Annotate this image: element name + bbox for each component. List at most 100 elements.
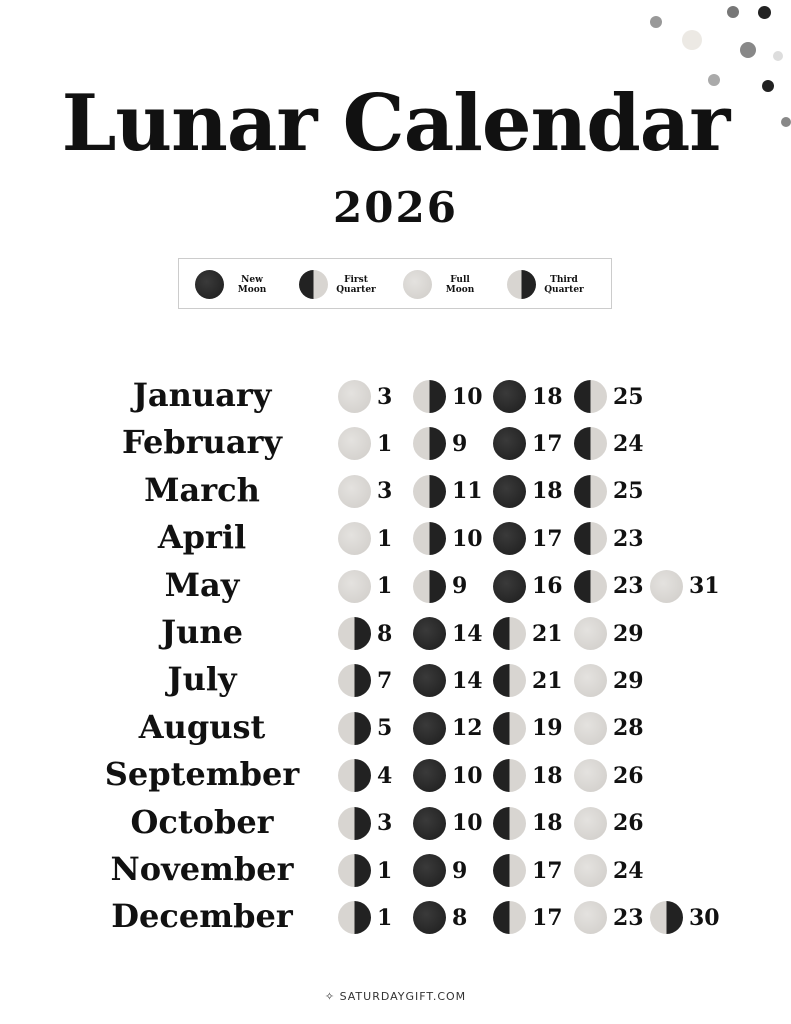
moon-event: 31 (650, 569, 720, 603)
day-number: 23 (613, 573, 644, 600)
moon-event: 10 (413, 380, 483, 413)
full-moon-icon (574, 854, 607, 887)
new-moon-icon (493, 474, 526, 508)
month-name: March (144, 470, 260, 509)
moon-event: 1 (338, 427, 392, 461)
new-moon-icon (413, 664, 446, 698)
full-moon-icon (574, 617, 607, 650)
new-moon-icon (413, 617, 446, 650)
moon-event: 14 (413, 664, 483, 698)
moon-event: 18 (493, 806, 563, 840)
day-number: 3 (377, 478, 393, 505)
third-moon-icon (413, 427, 446, 461)
day-number: 26 (613, 810, 644, 837)
day-number: 18 (532, 383, 563, 410)
month-row: November 1 9 17 24 (0, 850, 791, 890)
new-moon-icon (493, 427, 526, 461)
day-number: 26 (613, 762, 644, 789)
day-number: 17 (532, 904, 563, 931)
moon-event: 23 (574, 569, 644, 603)
month-name: December (111, 897, 293, 936)
day-number: 1 (377, 904, 393, 931)
moon-event: 1 (338, 569, 392, 603)
full-moon-icon (338, 427, 371, 461)
moon-event: 3 (338, 806, 392, 840)
third-moon-icon (650, 901, 683, 935)
full-moon-icon (574, 664, 607, 698)
moon-event: 9 (413, 854, 467, 887)
new-moon-icon (413, 711, 446, 745)
moon-event: 29 (574, 617, 644, 650)
third-moon-icon (338, 854, 371, 887)
month-row: July 7 14 21 29 (0, 660, 791, 700)
third-moon-icon (338, 664, 371, 698)
moon-event: 30 (650, 901, 720, 935)
moon-event: 4 (338, 759, 392, 793)
moon-event: 8 (338, 617, 392, 650)
decor-dot (757, 5, 771, 19)
day-number: 17 (532, 857, 563, 884)
moon-event: 3 (338, 380, 392, 413)
moon-event: 8 (413, 901, 467, 935)
legend: New Moon First Quarter Full Moon Third Quarter (178, 258, 612, 309)
day-number: 23 (613, 525, 644, 552)
day-number: 17 (532, 525, 563, 552)
moon-event: 21 (493, 664, 563, 698)
third-moon-icon (413, 474, 446, 508)
day-number: 21 (532, 667, 563, 694)
moon-event: 24 (574, 854, 644, 887)
day-number: 1 (377, 857, 393, 884)
first-moon-icon (493, 711, 526, 745)
moon-event: 1 (338, 901, 393, 935)
first-moon-icon (574, 474, 607, 508)
first-moon-icon (574, 427, 607, 461)
legend-label: New Moon (237, 274, 267, 295)
month-row: May 1 9 16 23 31 (0, 566, 791, 606)
day-number: 12 (452, 715, 483, 742)
month-row: December 1 8 17 23 30 (0, 897, 791, 937)
first-moon-icon (493, 854, 526, 887)
moon-event: 7 (338, 664, 392, 698)
moon-event: 17 (493, 854, 563, 887)
month-row: August 5 12 19 28 (0, 708, 791, 748)
moon-event: 23 (574, 901, 644, 935)
month-row: January 3 10 18 25 (0, 376, 791, 416)
full-moon-icon (338, 569, 371, 603)
day-number: 10 (452, 810, 483, 837)
day-number: 25 (613, 383, 644, 410)
new-moon-icon (493, 380, 526, 413)
day-number: 16 (532, 573, 563, 600)
day-number: 10 (452, 762, 483, 789)
day-number: 14 (452, 620, 483, 647)
full-moon-icon (574, 901, 607, 935)
decor-dot (650, 16, 662, 28)
moon-event: 5 (338, 711, 392, 745)
day-number: 9 (452, 430, 468, 457)
new-moon-icon (493, 522, 526, 556)
moon-event: 10 (413, 759, 483, 793)
new-moon-icon (413, 901, 446, 935)
month-name: November (110, 850, 294, 888)
moon-event: 26 (574, 806, 644, 840)
moon-event: 11 (413, 474, 483, 508)
full-moon-icon (574, 759, 607, 793)
moon-event: 18 (493, 380, 563, 413)
month-row: September 4 10 18 26 (0, 755, 791, 795)
day-number: 30 (689, 904, 720, 931)
decor-dot (740, 42, 756, 58)
first-moon-icon (493, 617, 526, 650)
day-number: 18 (532, 762, 563, 789)
first-moon-icon (493, 664, 526, 698)
year-heading: 2026 (333, 183, 458, 232)
full-moon-icon (338, 474, 371, 508)
moon-event: 21 (493, 617, 563, 650)
month-row: April 1 10 17 23 (0, 518, 791, 558)
legend-item-full: Full Moon (403, 270, 480, 299)
moon-event: 1 (338, 522, 392, 556)
day-number: 23 (613, 904, 644, 931)
month-name: September (104, 755, 300, 794)
day-number: 9 (452, 573, 468, 600)
day-number: 3 (377, 383, 393, 410)
month-row: February 1 9 17 24 (0, 423, 791, 463)
day-number: 19 (532, 715, 563, 742)
